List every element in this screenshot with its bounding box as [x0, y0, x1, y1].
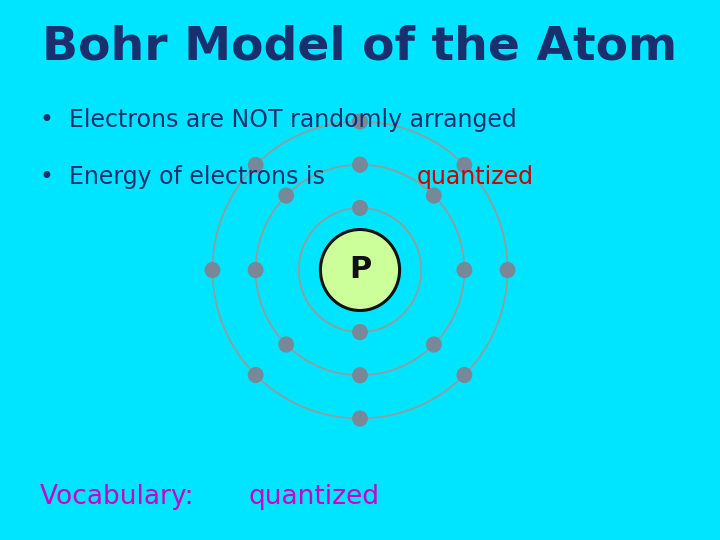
Ellipse shape — [352, 200, 368, 216]
Ellipse shape — [456, 367, 472, 383]
Ellipse shape — [248, 367, 264, 383]
Ellipse shape — [500, 262, 516, 278]
Ellipse shape — [352, 410, 368, 427]
Ellipse shape — [352, 157, 368, 173]
Text: quantized: quantized — [417, 165, 534, 188]
Ellipse shape — [278, 336, 294, 353]
Text: P: P — [349, 255, 371, 285]
Ellipse shape — [456, 262, 472, 278]
Ellipse shape — [426, 336, 442, 353]
Ellipse shape — [456, 157, 472, 173]
Text: Bohr Model of the Atom: Bohr Model of the Atom — [42, 24, 678, 69]
Ellipse shape — [352, 324, 368, 340]
Ellipse shape — [320, 230, 400, 310]
Ellipse shape — [248, 262, 264, 278]
Ellipse shape — [352, 367, 368, 383]
Text: quantized: quantized — [248, 484, 379, 510]
Text: Vocabulary:: Vocabulary: — [40, 484, 202, 510]
Ellipse shape — [352, 113, 368, 130]
Ellipse shape — [278, 187, 294, 204]
Text: •  Energy of electrons is: • Energy of electrons is — [40, 165, 332, 188]
Ellipse shape — [248, 157, 264, 173]
Ellipse shape — [426, 187, 442, 204]
Ellipse shape — [204, 262, 220, 278]
Text: •  Electrons are NOT randomly arranged: • Electrons are NOT randomly arranged — [40, 108, 516, 132]
